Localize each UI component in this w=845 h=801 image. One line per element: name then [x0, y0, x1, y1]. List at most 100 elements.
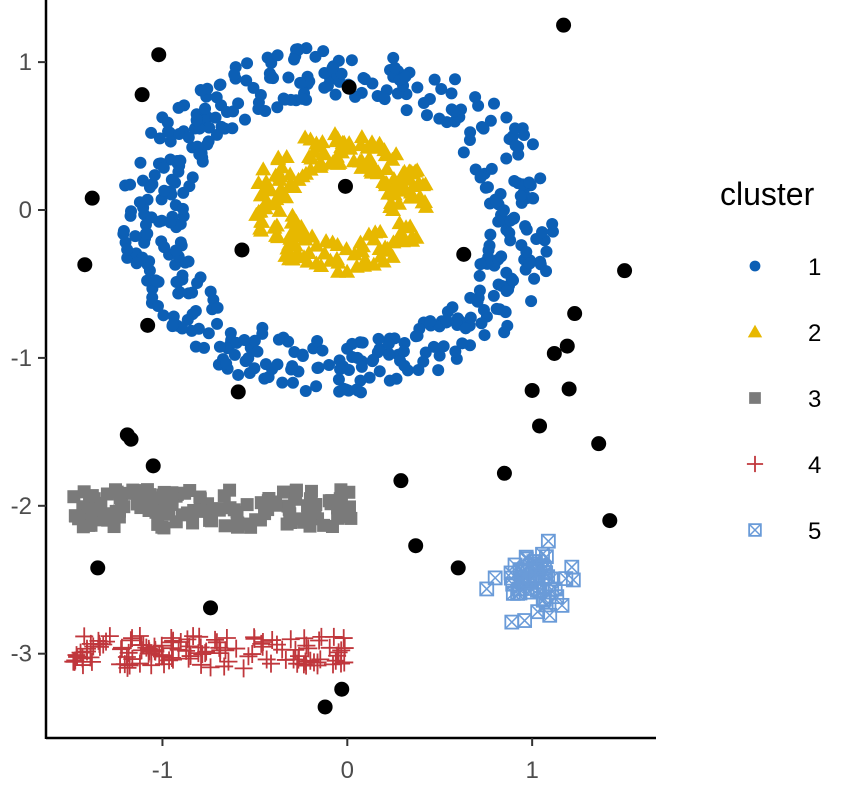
- data-point-cluster-1: [448, 73, 461, 86]
- data-point-cluster-1: [143, 181, 156, 194]
- data-point-cluster-4: [324, 627, 343, 646]
- data-point-cluster-3: [85, 489, 99, 503]
- data-point-cluster-1: [473, 269, 486, 282]
- data-point-cluster-2: [278, 189, 295, 204]
- data-point-cluster-1: [474, 171, 487, 184]
- data-point-cluster-1: [355, 86, 368, 99]
- data-point-cluster-2: [338, 241, 355, 256]
- data-point-cluster-1: [495, 250, 508, 263]
- data-point-cluster-4: [130, 627, 149, 646]
- data-point-cluster-4: [262, 654, 281, 673]
- data-point-cluster-1: [174, 154, 187, 167]
- data-point-cluster-1: [172, 165, 185, 178]
- data-point-cluster-1: [464, 291, 477, 304]
- data-point-cluster-3: [154, 491, 168, 505]
- data-point-cluster-1: [534, 172, 547, 185]
- data-point-cluster-1: [241, 57, 254, 70]
- data-point-cluster-1: [286, 376, 299, 389]
- data-point-cluster-1: [138, 236, 151, 249]
- data-point-cluster-1: [186, 286, 199, 299]
- data-point-cluster-1: [326, 62, 339, 75]
- data-point-cluster-2: [402, 184, 419, 199]
- data-point-cluster-1: [203, 121, 216, 134]
- data-point-cluster-1: [520, 246, 533, 259]
- data-point-cluster-1: [400, 104, 413, 117]
- data-point-cluster-4: [219, 652, 238, 671]
- data-point-cluster-1: [514, 189, 527, 202]
- y-tick-label: 0: [19, 197, 32, 224]
- data-point-cluster-3: [193, 490, 207, 504]
- data-point-cluster-1: [148, 169, 161, 182]
- data-point-cluster-1: [125, 205, 138, 218]
- legend: cluster 1 2 3 4 5: [720, 176, 821, 545]
- data-point-cluster-1: [335, 67, 348, 80]
- data-point-cluster-1: [546, 225, 559, 238]
- data-point-cluster-5: [540, 533, 556, 549]
- data-point-cluster-1: [457, 146, 470, 159]
- data-point-cluster-3: [114, 498, 128, 512]
- data-point-cluster-1: [272, 333, 285, 346]
- data-point-cluster-1: [173, 286, 186, 299]
- data-point-cluster-4: [234, 659, 253, 678]
- data-point-cluster-noise: [134, 87, 150, 103]
- data-point-cluster-1: [540, 245, 553, 258]
- data-point-cluster-4: [310, 631, 329, 650]
- y-tick-label: -3: [11, 641, 32, 668]
- data-point-cluster-1: [124, 178, 137, 191]
- legend-key-3: [749, 392, 761, 404]
- data-point-cluster-noise: [450, 560, 466, 576]
- data-point-cluster-noise: [496, 465, 512, 481]
- data-point-cluster-1: [497, 204, 510, 217]
- data-point-cluster-1: [334, 363, 347, 376]
- data-point-cluster-1: [490, 195, 503, 208]
- data-point-cluster-noise: [230, 384, 246, 400]
- data-point-cluster-2: [352, 234, 369, 249]
- legend-label: 3: [808, 386, 821, 413]
- data-point-cluster-1: [355, 360, 368, 373]
- data-point-cluster-1: [469, 91, 482, 104]
- data-point-cluster-4: [273, 640, 292, 659]
- data-point-cluster-2: [404, 232, 421, 247]
- data-point-cluster-2: [367, 224, 384, 239]
- data-point-cluster-4: [82, 652, 101, 671]
- data-point-cluster-4: [120, 656, 139, 675]
- data-point-cluster-1: [456, 337, 469, 350]
- data-point-cluster-1: [487, 97, 500, 110]
- data-point-cluster-2: [330, 263, 347, 278]
- data-point-cluster-noise: [546, 345, 562, 361]
- legend-entry-5: 5: [748, 518, 821, 545]
- data-point-cluster-noise: [408, 538, 424, 554]
- data-point-cluster-3: [240, 498, 254, 512]
- legend-key-5: [748, 523, 762, 537]
- data-point-cluster-1: [157, 309, 170, 322]
- data-point-cluster-2: [252, 222, 269, 237]
- data-point-cluster-1: [523, 257, 536, 270]
- data-point-cluster-1: [346, 337, 359, 350]
- data-point-cluster-1: [238, 113, 251, 126]
- data-point-cluster-1: [448, 105, 461, 118]
- data-point-cluster-2: [384, 248, 401, 263]
- data-point-cluster-1: [193, 148, 206, 161]
- data-point-cluster-4: [253, 637, 272, 656]
- data-point-cluster-5: [518, 549, 534, 565]
- axes: -1 0 1 1 0 -1 -2 -3: [11, 0, 656, 784]
- data-point-cluster-1: [158, 184, 171, 197]
- data-point-cluster-2: [304, 228, 321, 243]
- data-point-cluster-noise: [84, 190, 100, 206]
- data-point-cluster-1: [169, 244, 182, 257]
- data-point-cluster-1: [484, 228, 497, 241]
- data-point-cluster-1: [141, 274, 154, 287]
- data-point-cluster-1: [151, 300, 164, 313]
- data-point-cluster-1: [276, 376, 289, 389]
- data-point-cluster-1: [161, 116, 174, 129]
- data-point-cluster-4: [257, 650, 276, 669]
- data-point-cluster-1: [437, 340, 450, 353]
- data-point-cluster-1: [164, 216, 177, 229]
- data-point-cluster-4: [263, 631, 282, 650]
- data-point-cluster-3: [301, 510, 315, 524]
- data-point-cluster-5: [530, 604, 546, 620]
- data-point-cluster-1: [215, 120, 228, 133]
- data-point-cluster-1: [420, 109, 433, 122]
- data-point-cluster-1: [329, 88, 342, 101]
